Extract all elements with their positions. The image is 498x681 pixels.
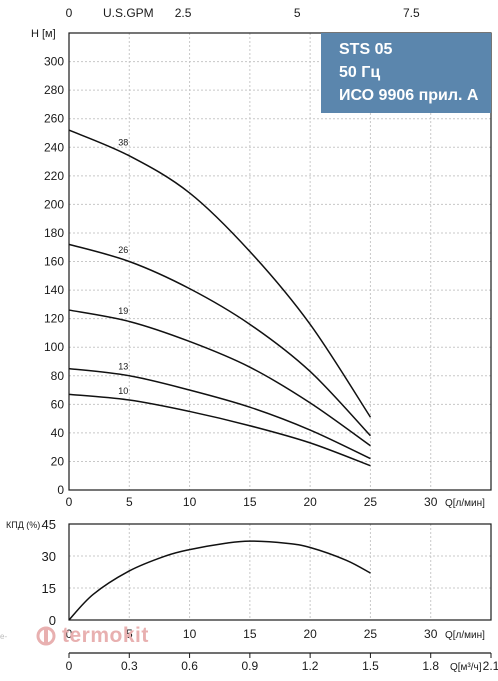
head-y-tick-label: 220 [44,169,64,183]
head-y-tick-label: 280 [44,83,64,97]
eff-y-tick-label: 30 [42,549,56,564]
head-y-tick-label: 200 [44,197,64,211]
eff-x-tick-label: 25 [364,627,378,641]
top-gpm-axis-label: U.S.GPM [103,6,154,20]
pump-model-label: STS 05 [339,41,393,58]
flow-m3h-tick-label: 1.2 [302,659,319,673]
head-curve-10 [68,393,371,467]
head-curve-label: 13 [118,361,128,371]
eff-x-axis-label: Q[л/мин] [445,630,485,641]
watermark-logo-icon [36,626,56,646]
top-gpm-tick-label: 2.5 [175,6,192,20]
watermark: e- termokit [0,624,180,650]
head-x-tick-label: 20 [303,495,317,509]
top-gpm-tick-label: 7.5 [403,6,420,20]
head-curve-label: 10 [118,386,128,396]
eff-y-axis-label: КПД (%) [6,520,40,530]
head-x-tick-label: 25 [364,495,378,509]
eff-x-tick-label: 15 [243,627,257,641]
head-y-tick-label: 0 [57,483,64,497]
eff-x-tick-label: 30 [424,627,438,641]
head-y-tick-label: 60 [51,397,65,411]
eff-x-tick-label: 5 [126,627,133,641]
head-y-tick-label: 140 [44,283,64,297]
eff-y-tick-label: 0 [49,613,56,628]
head-curve-13 [68,367,371,460]
head-x-axis-label: Q[л/мин] [445,498,485,509]
flow-m3h-tick-label: 1.5 [362,659,379,673]
eff-y-tick-label: 45 [42,517,56,532]
head-y-axis-label: H [м] [31,28,56,40]
flow-m3h-tick-label: 0.3 [121,659,138,673]
head-curve-19 [68,309,371,447]
eff-x-tick-label: 0 [66,627,73,641]
head-y-tick-label: 260 [44,112,64,126]
standard-label: ИСО 9906 прил. А [339,87,479,104]
eff-y-tick-label: 15 [42,581,56,596]
top-gpm-tick-label: 5 [294,6,301,20]
head-x-tick-label: 10 [183,495,197,509]
head-curve-label: 38 [118,138,128,148]
watermark-text: termokit [62,624,149,647]
flow-m3h-tick-label: 0 [66,659,73,673]
head-curve-38 [68,129,372,418]
head-y-tick-label: 240 [44,140,64,154]
frequency-label: 50 Гц [339,64,381,81]
head-x-tick-label: 5 [126,495,133,509]
head-curve-label: 26 [118,245,128,255]
head-y-tick-label: 40 [51,426,65,440]
flow-m3h-tick-label: 0.6 [181,659,198,673]
head-y-tick-label: 300 [44,55,64,69]
eff-x-tick-label: 10 [183,627,197,641]
head-y-tick-label: 120 [44,312,64,326]
watermark-side-text: e- [0,632,8,641]
eff-plot-frame [68,523,492,621]
efficiency-curve [68,540,371,621]
head-curve-26 [68,243,371,437]
flow-m3h-tick-label: 1.8 [422,659,439,673]
eff-x-tick-label: 20 [303,627,317,641]
head-y-tick-label: 100 [44,340,64,354]
top-gpm-tick-label: 0 [66,6,73,20]
head-y-tick-label: 160 [44,255,64,269]
pump-info-box: STS 05 50 Гц ИСО 9906 прил. А [321,33,491,113]
flow-m3h-axis-label: Q[м³/ч] [450,662,482,673]
head-x-tick-label: 15 [243,495,257,509]
head-y-tick-label: 20 [51,454,65,468]
head-y-tick-label: 80 [51,369,65,383]
head-plot-frame [68,32,492,491]
flow-m3h-tick-label: 2.1 [483,659,498,673]
head-x-tick-label: 0 [66,495,73,509]
head-curve-label: 19 [118,306,128,316]
head-y-tick-label: 180 [44,226,64,240]
head-x-tick-label: 30 [424,495,438,509]
flow-m3h-tick-label: 0.9 [242,659,259,673]
